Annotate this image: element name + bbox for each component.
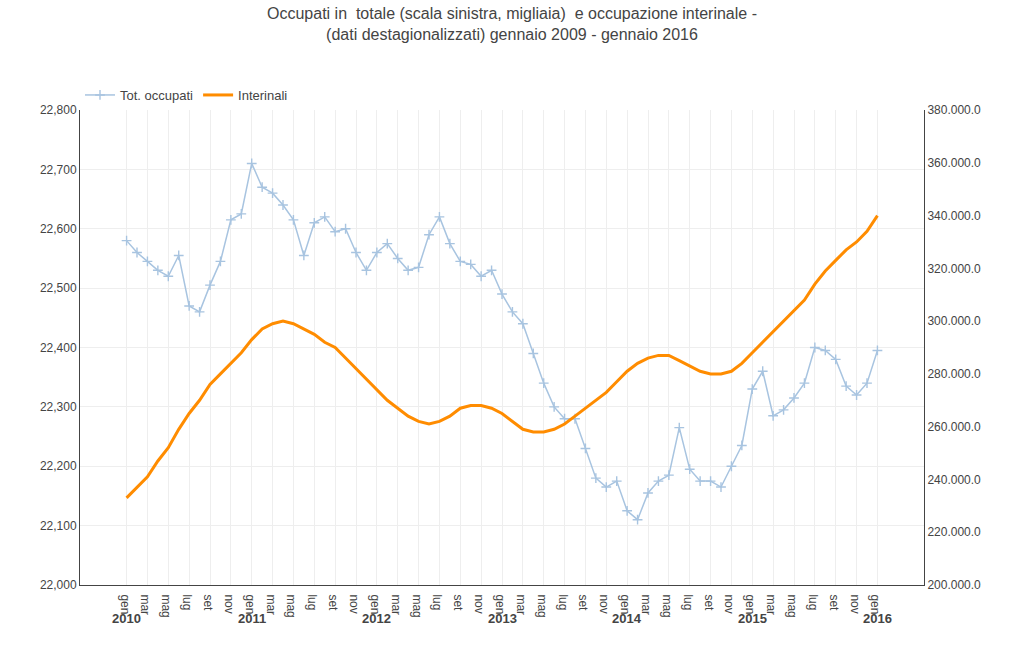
svg-text:220.000.0: 220.000.0 xyxy=(927,525,981,539)
svg-text:nov: nov xyxy=(347,594,361,613)
svg-text:lug: lug xyxy=(305,594,319,610)
svg-text:mar: mar xyxy=(138,594,152,615)
svg-text:lug: lug xyxy=(430,594,444,610)
svg-text:set: set xyxy=(576,594,590,611)
svg-text:mag: mag xyxy=(785,594,799,617)
svg-text:2016: 2016 xyxy=(863,611,892,626)
svg-text:lug: lug xyxy=(681,594,695,610)
svg-text:mag: mag xyxy=(535,594,549,617)
svg-text:mar: mar xyxy=(514,594,528,615)
svg-text:set: set xyxy=(326,594,340,611)
svg-text:mag: mag xyxy=(410,594,424,617)
svg-text:320.000.0: 320.000.0 xyxy=(927,262,981,276)
svg-text:380.000.0: 380.000.0 xyxy=(927,103,981,117)
svg-text:nov: nov xyxy=(722,594,736,613)
svg-text:nov: nov xyxy=(848,594,862,613)
svg-text:gen: gen xyxy=(743,594,757,614)
svg-text:mag: mag xyxy=(284,594,298,617)
svg-text:gen: gen xyxy=(618,594,632,614)
svg-text:mar: mar xyxy=(639,594,653,615)
svg-text:200.000.0: 200.000.0 xyxy=(927,578,981,592)
svg-text:nov: nov xyxy=(222,594,236,613)
svg-text:22,800: 22,800 xyxy=(40,103,77,117)
svg-text:240.000.0: 240.000.0 xyxy=(927,473,981,487)
svg-text:lug: lug xyxy=(556,594,570,610)
svg-text:300.000.0: 300.000.0 xyxy=(927,314,981,328)
svg-text:Interinali: Interinali xyxy=(238,88,287,103)
svg-text:360.000.0: 360.000.0 xyxy=(927,156,981,170)
svg-text:set: set xyxy=(451,594,465,611)
svg-text:set: set xyxy=(201,594,215,611)
svg-text:mar: mar xyxy=(764,594,778,615)
svg-text:22,000: 22,000 xyxy=(40,578,77,592)
svg-text:2010: 2010 xyxy=(112,611,141,626)
svg-text:mag: mag xyxy=(660,594,674,617)
svg-text:nov: nov xyxy=(597,594,611,613)
svg-text:2011: 2011 xyxy=(238,611,266,626)
svg-text:22,500: 22,500 xyxy=(40,281,77,295)
svg-text:260.000.0: 260.000.0 xyxy=(927,420,981,434)
svg-text:gen: gen xyxy=(368,594,382,614)
svg-text:2012: 2012 xyxy=(362,611,391,626)
svg-text:280.000.0: 280.000.0 xyxy=(927,367,981,381)
svg-text:2014: 2014 xyxy=(612,611,642,626)
svg-text:2013: 2013 xyxy=(488,611,517,626)
svg-text:set: set xyxy=(702,594,716,611)
svg-text:22,700: 22,700 xyxy=(40,163,77,177)
svg-text:lug: lug xyxy=(180,594,194,610)
svg-text:mag: mag xyxy=(159,594,173,617)
svg-text:340.000.0: 340.000.0 xyxy=(927,209,981,223)
svg-text:Tot. occupati: Tot. occupati xyxy=(120,88,193,103)
svg-text:nov: nov xyxy=(472,594,486,613)
svg-text:gen: gen xyxy=(118,594,132,614)
svg-text:lug: lug xyxy=(806,594,820,610)
svg-text:gen: gen xyxy=(868,594,882,614)
svg-text:2015: 2015 xyxy=(738,611,767,626)
svg-text:mar: mar xyxy=(264,594,278,615)
svg-text:22,300: 22,300 xyxy=(40,400,77,414)
svg-text:set: set xyxy=(827,594,841,611)
svg-text:22,400: 22,400 xyxy=(40,341,77,355)
svg-text:gen: gen xyxy=(243,594,257,614)
svg-text:22,600: 22,600 xyxy=(40,222,77,236)
svg-text:22,200: 22,200 xyxy=(40,459,77,473)
svg-text:Occupati in totale (scala sin: Occupati in totale (scala sinistra, migl… xyxy=(267,5,757,43)
svg-text:22,100: 22,100 xyxy=(40,519,77,533)
svg-text:mar: mar xyxy=(389,594,403,615)
svg-text:gen: gen xyxy=(493,594,507,614)
